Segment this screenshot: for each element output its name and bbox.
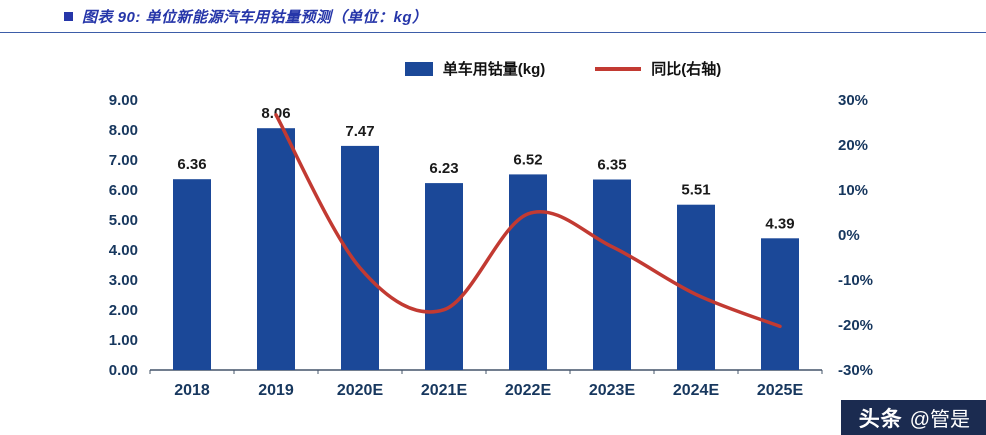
x-axis-label: 2025E <box>757 382 804 399</box>
bar <box>761 238 799 370</box>
left-axis-tick: 6.00 <box>109 182 138 199</box>
right-axis-tick: 10% <box>838 182 868 199</box>
bar <box>341 145 379 370</box>
x-axis-label: 2023E <box>589 382 636 399</box>
x-axis-label: 2024E <box>673 382 720 399</box>
bar <box>173 179 211 370</box>
chart-area: 0.00 1.00 2.00 3.00 4.00 5.00 6.00 7.00 8.00 9.00… <box>0 42 986 435</box>
right-axis-tick: -20% <box>838 317 873 334</box>
right-axis-tick: -30% <box>838 362 873 379</box>
bar-value-label: 7.47 <box>345 123 374 140</box>
right-axis-tick: 20% <box>838 137 868 154</box>
left-axis-tick: 2.00 <box>109 302 138 319</box>
bar <box>257 128 295 370</box>
left-axis-tick: 7.00 <box>109 152 138 169</box>
right-axis-tick: -10% <box>838 272 873 289</box>
left-axis-tick: 9.00 <box>109 92 138 109</box>
bar <box>593 179 631 370</box>
left-axis-tick: 5.00 <box>109 212 138 229</box>
bar-value-label: 4.39 <box>765 215 794 232</box>
bullet-square-icon <box>64 11 73 21</box>
x-axis-label: 2019 <box>258 382 294 399</box>
bar <box>425 183 463 370</box>
left-axis-tick: 4.00 <box>109 242 138 259</box>
chart-header: 图表 90: 单位新能源汽车用钴量预测（单位：kg） <box>0 0 986 33</box>
chart-title: 图表 90: 单位新能源汽车用钴量预测（单位：kg） <box>82 8 428 26</box>
x-axis-label: 2020E <box>337 382 384 399</box>
chart-canvas: 0.00 1.00 2.00 3.00 4.00 5.00 6.00 7.00 8.00 9.00… <box>109 92 873 399</box>
left-axis-tick: 3.00 <box>109 272 138 289</box>
x-axis-label: 2022E <box>505 382 552 399</box>
bar-value-label: 6.35 <box>597 157 626 174</box>
bar-value-label: 6.23 <box>429 160 458 177</box>
bar-value-label: 6.52 <box>513 151 542 168</box>
watermark-brand: 头条 <box>858 407 903 431</box>
right-axis-tick: 0% <box>838 227 860 244</box>
watermark: 头条 @管是 <box>840 400 986 435</box>
bar-value-label: 6.36 <box>177 156 206 173</box>
left-axis-tick: 0.00 <box>109 362 138 379</box>
watermark-handle: @管是 <box>909 409 970 431</box>
bar <box>509 174 547 370</box>
right-axis-tick: 30% <box>838 92 868 109</box>
bar-value-label: 5.51 <box>681 182 710 199</box>
left-axis-tick: 1.00 <box>109 332 138 349</box>
x-axis-label: 2021E <box>421 382 468 399</box>
x-axis-label: 2018 <box>174 382 210 399</box>
yoy-line <box>274 113 782 329</box>
left-axis-tick: 8.00 <box>109 122 138 139</box>
